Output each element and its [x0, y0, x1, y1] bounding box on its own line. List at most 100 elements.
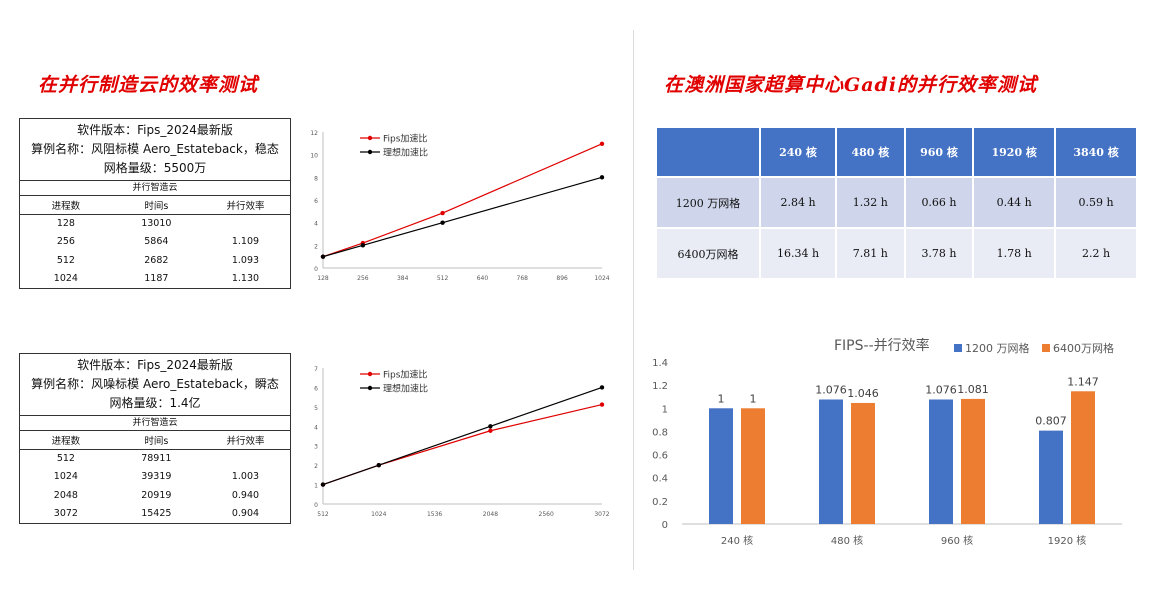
- x-tick-label: 1024: [371, 511, 386, 518]
- bar: [1039, 430, 1063, 524]
- col-header-960: 960 核: [903, 126, 975, 178]
- vertical-divider: [633, 30, 634, 570]
- table-row: 3072 15425 0.904: [20, 505, 290, 524]
- x-tick-label: 384: [397, 275, 409, 282]
- legend-marker: [367, 149, 373, 155]
- data-label: 1.081: [957, 383, 989, 396]
- data-point: [599, 402, 605, 407]
- y-tick-label: 3: [314, 444, 318, 451]
- series-line: [322, 403, 603, 486]
- table-row: 256 5864 1.109: [20, 233, 290, 252]
- bar: [819, 399, 843, 524]
- cell-efficiency: 1.003: [231, 471, 260, 483]
- data-label: 1: [750, 392, 757, 405]
- test1-version: 软件版本：Fips_2024最新版: [77, 123, 233, 137]
- test2-case-name: 算例名称：风噪标模 Aero_Estateback，瞬态: [31, 377, 279, 391]
- test2-speedup-chart: 0 1 2 3 4 5 6 7 512 1024 1536 2048 2560 3072 Fips加速比理想…: [314, 366, 610, 518]
- y-tick-label: 12: [310, 130, 318, 137]
- cell-runtime: 2.84 h: [758, 176, 838, 229]
- test1-speedup-chart: 0 2 4 6 8 10 12 128 256 384 512 640 768 896 1024 Fips加速…: [310, 130, 609, 282]
- y-tick-label: 7: [314, 366, 318, 373]
- y-tick-label: 2: [314, 463, 318, 470]
- y-tick-label: 0: [314, 502, 318, 509]
- col-header-processes: 进程数: [20, 431, 112, 450]
- cell-processes: 1024: [53, 471, 78, 483]
- cell-processes: 2048: [53, 489, 78, 501]
- data-label: 1.046: [847, 387, 879, 400]
- heading-gadi: 在澳洲国家超算中心Gadi的并行效率测试: [664, 74, 1038, 96]
- x-tick-label: 768: [517, 275, 529, 282]
- test2-table: 进程数 时间s 并行效率 512 78911 1024 39319 1.003 204…: [20, 431, 290, 523]
- y-tick-label: 1: [314, 483, 318, 490]
- cell-efficiency: 1.130: [231, 273, 260, 285]
- cell-time: 15425: [141, 508, 172, 520]
- x-tick-label: 1920 核: [1048, 534, 1087, 547]
- x-tick-label: 1536: [427, 511, 442, 518]
- cell-time: 78911: [141, 453, 172, 464]
- y-tick-label: 6: [314, 385, 318, 392]
- x-tick-label: 896: [556, 275, 568, 282]
- cell-processes: 3072: [53, 508, 78, 520]
- bar: [1071, 391, 1095, 524]
- x-tick-label: 960 核: [941, 534, 973, 547]
- bar: [961, 398, 985, 524]
- cell-runtime: 1.32 h: [835, 176, 906, 229]
- y-tick-label: 1: [662, 404, 668, 415]
- table-row: 1200 万网格 2.84 h 1.32 h 0.66 h 0.44 h 0.5…: [655, 176, 1138, 229]
- data-point: [440, 220, 445, 225]
- y-tick-label: 0.6: [652, 451, 668, 462]
- x-tick-label: 640: [477, 275, 489, 282]
- chart-title: FIPS--并行效率: [834, 337, 930, 354]
- cell-runtime: 0.44 h: [972, 176, 1057, 229]
- bar: [929, 399, 953, 524]
- test1-mesh-size: 网格量级：5500万: [103, 161, 207, 175]
- legend-swatch: [1042, 344, 1050, 352]
- data-point: [440, 210, 445, 216]
- cell-runtime: 2.2 h: [1054, 227, 1138, 280]
- y-tick-label: 6: [314, 198, 318, 205]
- y-tick-label: 5: [314, 405, 318, 412]
- data-point: [599, 385, 605, 390]
- y-tick-label: 0.4: [652, 474, 668, 485]
- cell-time: 2682: [144, 254, 169, 266]
- data-point: [360, 243, 366, 248]
- legend-label: Fips加速比: [383, 369, 427, 381]
- cell-time: 13010: [141, 218, 172, 229]
- y-tick-label: 10: [310, 153, 318, 160]
- col-header-time: 时间s: [111, 196, 201, 215]
- x-tick-label: 2048: [483, 511, 498, 518]
- y-tick-label: 2: [314, 243, 318, 250]
- cell-processes: 128: [56, 218, 75, 229]
- table-row: 128 13010: [20, 214, 290, 233]
- row-header: 6400万网格: [655, 227, 761, 280]
- cell-efficiency: [201, 214, 290, 233]
- bar: [851, 402, 875, 524]
- x-tick-label: 480 核: [831, 534, 863, 547]
- table-row: 1024 1187 1.130: [20, 270, 290, 289]
- cell-runtime: 0.59 h: [1054, 176, 1138, 229]
- test2-platform: 并行智造云: [20, 416, 290, 431]
- data-label: 1: [718, 392, 725, 405]
- col-header-efficiency: 并行效率: [200, 196, 290, 215]
- test2-info: 软件版本：Fips_2024最新版 算例名称：风噪标模 Aero_Estateb…: [20, 354, 290, 416]
- cell-efficiency: 0.904: [231, 508, 260, 520]
- y-tick-label: 1.2: [652, 381, 668, 392]
- col-header-processes: 进程数: [20, 196, 112, 215]
- col-header-240: 240 核: [758, 126, 838, 178]
- table-row: 1024 39319 1.003: [20, 468, 290, 487]
- cell-runtime: 0.66 h: [903, 176, 975, 229]
- y-tick-label: 0: [662, 520, 668, 531]
- y-tick-label: 0.8: [652, 427, 668, 438]
- gadi-runtime-table: 240 核 480 核 960 核 1920 核 3840 核 1200 万网格…: [655, 126, 1138, 280]
- x-tick-label: 240 核: [721, 534, 753, 547]
- test1-case-name: 算例名称：风阻标模 Aero_Estateback，稳态: [31, 142, 279, 156]
- table-row: 512 78911: [20, 449, 290, 468]
- cell-time: 20919: [141, 489, 172, 501]
- test2-data-box: 软件版本：Fips_2024最新版 算例名称：风噪标模 Aero_Estateb…: [19, 353, 291, 524]
- col-header-1920: 1920 核: [972, 126, 1057, 178]
- table-row: 6400万网格 16.34 h 7.81 h 3.78 h 1.78 h 2.2…: [655, 227, 1138, 280]
- bar: [709, 408, 733, 524]
- cell-processes: 256: [56, 236, 75, 248]
- cell-time: 1187: [144, 273, 169, 285]
- cell-runtime: 3.78 h: [903, 227, 975, 280]
